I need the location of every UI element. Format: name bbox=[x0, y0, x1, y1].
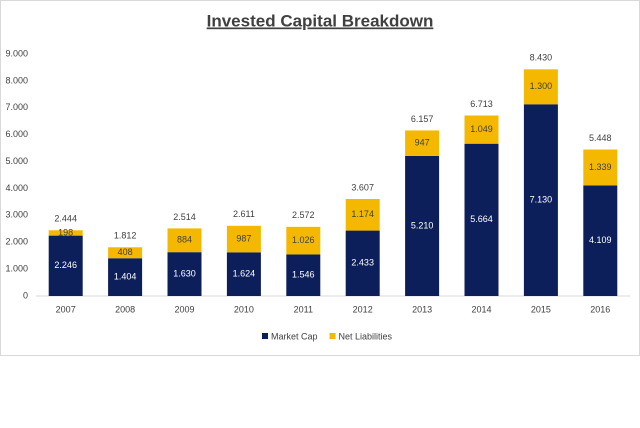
data-label: 1.404 bbox=[114, 271, 137, 281]
data-label: 884 bbox=[177, 235, 192, 245]
total-label: 8.430 bbox=[530, 53, 553, 63]
data-label: 1.624 bbox=[233, 269, 256, 279]
chart-title: Invested Capital Breakdown bbox=[207, 11, 434, 30]
total-label: 2.611 bbox=[233, 209, 255, 219]
legend-label: Net Liabilities bbox=[339, 331, 393, 341]
bar-segment bbox=[345, 199, 380, 231]
total-label: 2.444 bbox=[54, 214, 77, 224]
data-label: 1.300 bbox=[530, 81, 553, 91]
data-label: 2.433 bbox=[351, 258, 374, 268]
y-tick-label: 5.000 bbox=[5, 156, 28, 166]
y-tick-label: 3.000 bbox=[5, 210, 28, 220]
bar-segment bbox=[405, 130, 440, 156]
bar-segment bbox=[583, 149, 618, 186]
data-label: 1.339 bbox=[589, 162, 612, 172]
total-label: 2.572 bbox=[292, 210, 315, 220]
y-tick-label: 2.000 bbox=[5, 237, 28, 247]
y-tick-label: 0 bbox=[23, 290, 28, 300]
bar-segment bbox=[345, 230, 380, 296]
legend-swatch bbox=[329, 333, 336, 339]
data-label: 1.630 bbox=[173, 268, 196, 278]
x-tick-label: 2008 bbox=[115, 304, 135, 314]
x-tick-label: 2010 bbox=[234, 304, 254, 314]
bar-segment bbox=[464, 143, 499, 296]
data-label: 1.026 bbox=[292, 235, 315, 245]
total-label: 6.157 bbox=[411, 114, 434, 124]
bar-segment bbox=[167, 252, 202, 296]
bar-segment bbox=[108, 247, 143, 259]
x-tick-label: 2015 bbox=[531, 304, 551, 314]
bar-segment bbox=[523, 104, 558, 296]
bar-segment bbox=[286, 226, 321, 255]
bar-segment bbox=[108, 258, 143, 296]
bar-segment bbox=[583, 185, 618, 296]
data-label: 1.049 bbox=[470, 124, 493, 134]
bar-segment bbox=[48, 235, 83, 296]
x-tick-label: 2007 bbox=[56, 304, 76, 314]
y-tick-label: 9.000 bbox=[5, 48, 28, 58]
x-tick-label: 2016 bbox=[590, 304, 610, 314]
data-label: 5.664 bbox=[470, 214, 493, 224]
data-label: 1.546 bbox=[292, 270, 315, 280]
data-label: 198 bbox=[58, 227, 73, 237]
legend-label: Market Cap bbox=[271, 331, 318, 341]
total-label: 6.713 bbox=[470, 99, 493, 109]
bar-segment bbox=[523, 69, 558, 105]
y-tick-label: 4.000 bbox=[5, 183, 28, 193]
bar-segment bbox=[226, 225, 261, 253]
data-label: 947 bbox=[415, 138, 430, 148]
data-label: 7.130 bbox=[530, 195, 553, 205]
bar-segment bbox=[48, 230, 83, 236]
x-tick-label: 2013 bbox=[412, 304, 432, 314]
data-label: 408 bbox=[118, 247, 133, 257]
data-label: 1.174 bbox=[351, 209, 374, 219]
total-label: 2.514 bbox=[173, 212, 196, 222]
data-label: 987 bbox=[236, 233, 251, 243]
x-tick-label: 2011 bbox=[294, 304, 313, 314]
x-tick-label: 2009 bbox=[174, 304, 194, 314]
bar-segment bbox=[464, 115, 499, 144]
data-label: 4.109 bbox=[589, 235, 612, 245]
legend-swatch bbox=[262, 333, 268, 339]
y-tick-label: 8.000 bbox=[5, 75, 28, 85]
x-tick-label: 2014 bbox=[471, 304, 491, 314]
bar-segment bbox=[167, 228, 202, 253]
bar-segment bbox=[226, 252, 261, 296]
bar-segment bbox=[405, 155, 440, 296]
data-label: 5.210 bbox=[411, 220, 434, 230]
total-label: 5.448 bbox=[589, 133, 612, 143]
y-tick-label: 6.000 bbox=[5, 129, 28, 139]
total-label: 1.812 bbox=[114, 231, 137, 241]
x-tick-label: 2012 bbox=[353, 304, 373, 314]
data-label: 2.246 bbox=[54, 260, 77, 270]
total-label: 3.607 bbox=[351, 182, 374, 192]
bar-segment bbox=[286, 254, 321, 296]
y-tick-label: 1.000 bbox=[5, 263, 28, 273]
y-tick-label: 7.000 bbox=[5, 102, 28, 112]
